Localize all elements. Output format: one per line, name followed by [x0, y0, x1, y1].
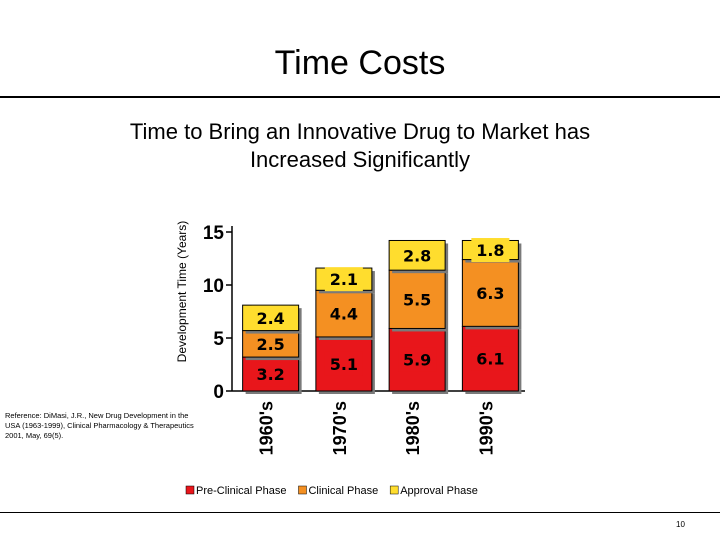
data-label: 2.5 — [256, 335, 284, 354]
x-category-label: 1990's — [476, 401, 496, 455]
slide-subtitle: Time to Bring an Innovative Drug to Mark… — [60, 118, 660, 174]
data-label: 3.2 — [256, 365, 284, 384]
data-label: 1.8 — [476, 241, 504, 260]
data-label-box — [324, 301, 363, 326]
data-label: 2.1 — [330, 270, 358, 289]
data-label: 5.9 — [403, 351, 431, 370]
x-category-label: 1960's — [257, 401, 277, 455]
reference-note: Reference: DiMasi, J.R., New Drug Develo… — [5, 411, 194, 440]
legend-label: Approval Phase — [400, 485, 478, 497]
page-number: 10 — [676, 520, 685, 529]
subtitle-line-1: Time to Bring an Innovative Drug to Mark… — [129, 119, 591, 144]
y-tick-label: 10 — [203, 276, 224, 297]
data-label: 4.4 — [330, 305, 358, 324]
data-label-box — [324, 351, 363, 376]
y-axis-label: Development Time (Years) — [175, 221, 189, 363]
x-category-label: 1970's — [330, 401, 350, 455]
data-label: 2.4 — [256, 309, 284, 328]
legend-swatch — [389, 485, 399, 495]
data-label-box — [324, 267, 363, 292]
data-label: 6.1 — [476, 350, 504, 369]
footer-divider — [0, 512, 720, 513]
data-label: 5.5 — [403, 290, 431, 309]
data-label-box — [251, 305, 290, 330]
legend-swatch — [298, 485, 307, 495]
y-tick-label: 15 — [203, 223, 225, 244]
y-tick-label: 0 — [213, 382, 224, 403]
data-label-box — [471, 346, 510, 371]
data-label-box — [398, 287, 437, 312]
legend-label: Pre-Clinical Phase — [196, 485, 286, 497]
data-label-box — [471, 280, 510, 305]
data-label: 6.3 — [476, 284, 504, 303]
data-label: 5.1 — [330, 355, 358, 374]
legend-label: Clinical Phase — [308, 485, 378, 497]
data-label-box — [471, 238, 510, 263]
data-label-box — [251, 362, 290, 387]
y-tick-label: 5 — [213, 329, 224, 350]
data-label-box — [251, 331, 290, 356]
slide-title: Time Costs — [274, 44, 446, 82]
legend-swatch — [185, 485, 195, 495]
title-divider — [0, 96, 720, 98]
subtitle-line-2: Increased Significantly — [249, 147, 471, 172]
data-label-box — [398, 347, 437, 372]
data-label-box — [398, 243, 437, 268]
data-label: 2.8 — [403, 246, 431, 265]
x-category-label: 1980's — [403, 401, 423, 455]
